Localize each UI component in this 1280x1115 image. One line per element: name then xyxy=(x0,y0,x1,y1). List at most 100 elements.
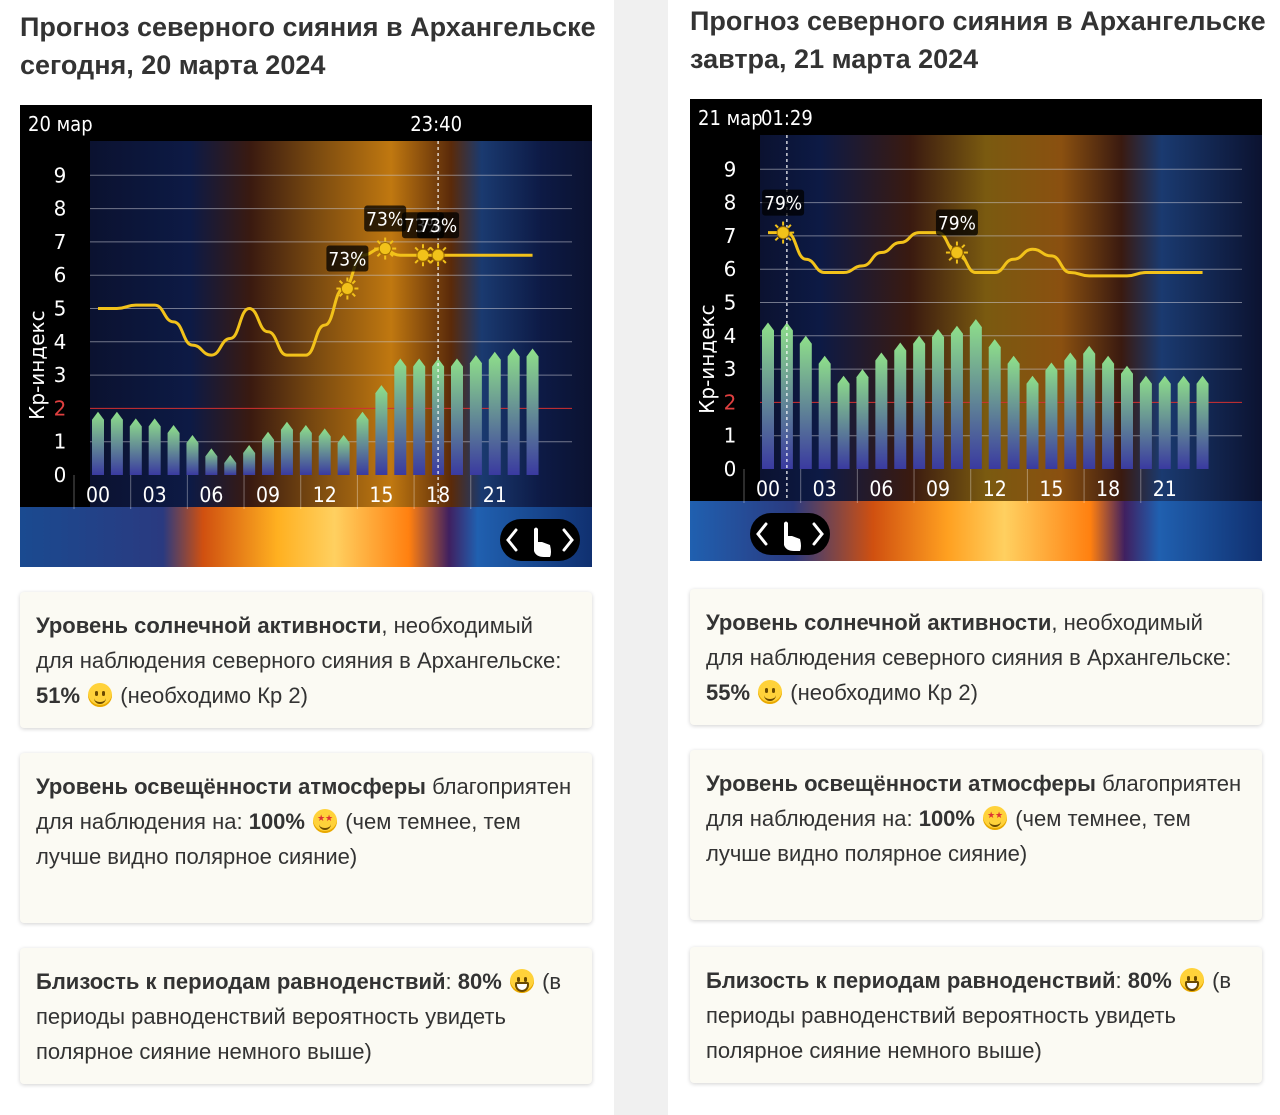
y-tick-label: 3 xyxy=(724,357,737,381)
chart-date: 20 мар xyxy=(28,112,93,136)
sun-ray xyxy=(961,244,966,249)
sun-marker xyxy=(374,237,397,260)
aurora-chart[interactable]: 20 мар 0 1 2 3 4 5 6 7 8 9 Кр-индекс 00 03 06 09 12 15 18 2… xyxy=(20,105,592,567)
card-text: благоприятен для наблюдения на: xyxy=(36,774,572,834)
x-tick-label: 15 xyxy=(1039,477,1063,501)
sun-ray xyxy=(414,259,419,264)
x-tick-label: 00 xyxy=(86,483,110,507)
chevron-right-icon[interactable] xyxy=(562,528,574,552)
x-tick-label: 00 xyxy=(756,477,780,501)
hand-pointer-icon[interactable] xyxy=(784,521,801,552)
y-tick-label: 9 xyxy=(724,157,737,181)
nav-pill-bg[interactable] xyxy=(750,513,830,555)
nav-pill-bg[interactable] xyxy=(500,519,580,561)
kp-bar xyxy=(1064,352,1077,469)
card-text: : xyxy=(1115,968,1128,993)
sun-ray xyxy=(442,246,447,251)
kp-bar xyxy=(1177,375,1190,469)
right-forecast-panel: Прогноз северного сияния в Архангельске … xyxy=(668,0,1280,1115)
star-struck-face-icon xyxy=(983,806,1008,830)
kp-bar xyxy=(356,411,369,475)
sun-ray xyxy=(429,246,434,251)
y-tick-label: 6 xyxy=(724,257,737,281)
kp-bar xyxy=(337,435,350,475)
x-tick-label: 12 xyxy=(983,477,1007,501)
sun-marker xyxy=(945,241,968,264)
card-text-2: (в периоды равноденствий вероятность уви… xyxy=(706,968,1232,1063)
kp-bar xyxy=(762,322,774,469)
sun-ray xyxy=(351,280,356,285)
grinning-face-icon xyxy=(1179,968,1204,992)
kp-bar xyxy=(1196,375,1209,469)
card-heading: Уровень освещённости атмосферы xyxy=(706,771,1096,796)
x-tick-label: 09 xyxy=(926,477,950,501)
chevron-left-icon[interactable] xyxy=(506,528,518,552)
sun-ray xyxy=(429,259,434,264)
x-tick-label: 06 xyxy=(199,483,223,507)
equinox-proximity-card: Близость к периодам равноденствий: 80% (… xyxy=(20,948,592,1084)
sun-ray xyxy=(376,252,381,258)
y-tick-label: 4 xyxy=(54,330,67,354)
solar-activity-card: Уровень солнечной активности, необходимы… xyxy=(20,592,592,728)
marker-label-bg xyxy=(417,212,460,239)
x-tick-label: 15 xyxy=(369,483,393,507)
y-tick-label: 7 xyxy=(724,224,737,248)
marker-label: 79% xyxy=(938,213,976,235)
sun-marker xyxy=(336,277,359,300)
kp-bar xyxy=(394,358,407,475)
marker-label-bg xyxy=(762,189,805,216)
card-text: : xyxy=(445,969,458,994)
aurora-chart[interactable]: 21 мар 0 1 2 3 4 5 6 7 8 9 Кр-индекс 00 03 06 09 12 15 18 2… xyxy=(690,99,1262,561)
kp-bar xyxy=(469,355,482,475)
chart-date: 21 мар xyxy=(698,106,763,130)
card-text-2: (в периоды равноденствий вероятность уви… xyxy=(36,969,562,1064)
kp-bar xyxy=(1120,365,1133,469)
marker-label-bg xyxy=(326,245,369,272)
x-tick-label: 21 xyxy=(1153,477,1177,501)
x-tick-label: 12 xyxy=(313,483,337,507)
kp-bar xyxy=(932,329,945,469)
probability-curve xyxy=(97,247,533,357)
page-title: Прогноз северного сияния в Архангельске … xyxy=(20,8,610,84)
sun-ray xyxy=(787,236,792,242)
y-tick-label: 8 xyxy=(54,197,67,221)
hand-pointer-icon[interactable] xyxy=(534,527,551,558)
kp-bar xyxy=(799,335,812,469)
marker-label-bg xyxy=(364,205,407,232)
chevron-right-icon[interactable] xyxy=(812,522,824,546)
sun-ray xyxy=(389,252,394,258)
sun-ray xyxy=(787,224,792,229)
kp-bar xyxy=(262,431,275,475)
card-text: , необходимый для наблюдения северного с… xyxy=(706,610,1232,670)
slightly-smiling-face-icon xyxy=(758,680,783,704)
x-tick-label: 06 xyxy=(869,477,893,501)
panel-separator xyxy=(614,0,668,1115)
y-tick-label: 0 xyxy=(54,463,67,487)
kp-bar xyxy=(318,428,331,475)
sun-marker xyxy=(427,244,450,267)
card-heading: Уровень освещённости атмосферы xyxy=(36,774,426,799)
y-tick-label: 5 xyxy=(724,291,737,315)
kp-bar xyxy=(875,352,888,469)
scroll-nav-pill[interactable] xyxy=(500,519,580,561)
title-line-2: сегодня, 20 марта 2024 xyxy=(20,50,326,80)
sun-icon xyxy=(378,242,392,256)
kp-bar xyxy=(375,385,388,475)
kp-bar xyxy=(224,455,237,475)
kp-bar xyxy=(92,411,104,475)
kp-bar xyxy=(526,348,539,475)
kp-bar xyxy=(856,369,869,469)
sun-ray xyxy=(774,236,779,242)
y-tick-label: 0 xyxy=(724,457,737,481)
chevron-left-icon[interactable] xyxy=(756,522,768,546)
y-tick-label: 1 xyxy=(54,430,67,454)
sun-ray xyxy=(351,292,356,298)
scroll-nav-pill[interactable] xyxy=(750,513,830,555)
kp-bar xyxy=(507,348,520,475)
left-forecast-panel: Прогноз северного сияния в Архангельске … xyxy=(0,0,614,1115)
title-line-1: Прогноз северного сияния в Архангельске xyxy=(690,6,1266,36)
equinox-proximity-card: Близость к периодам равноденствий: 80% (… xyxy=(690,947,1262,1083)
y-tick-label: 2 xyxy=(724,390,737,414)
